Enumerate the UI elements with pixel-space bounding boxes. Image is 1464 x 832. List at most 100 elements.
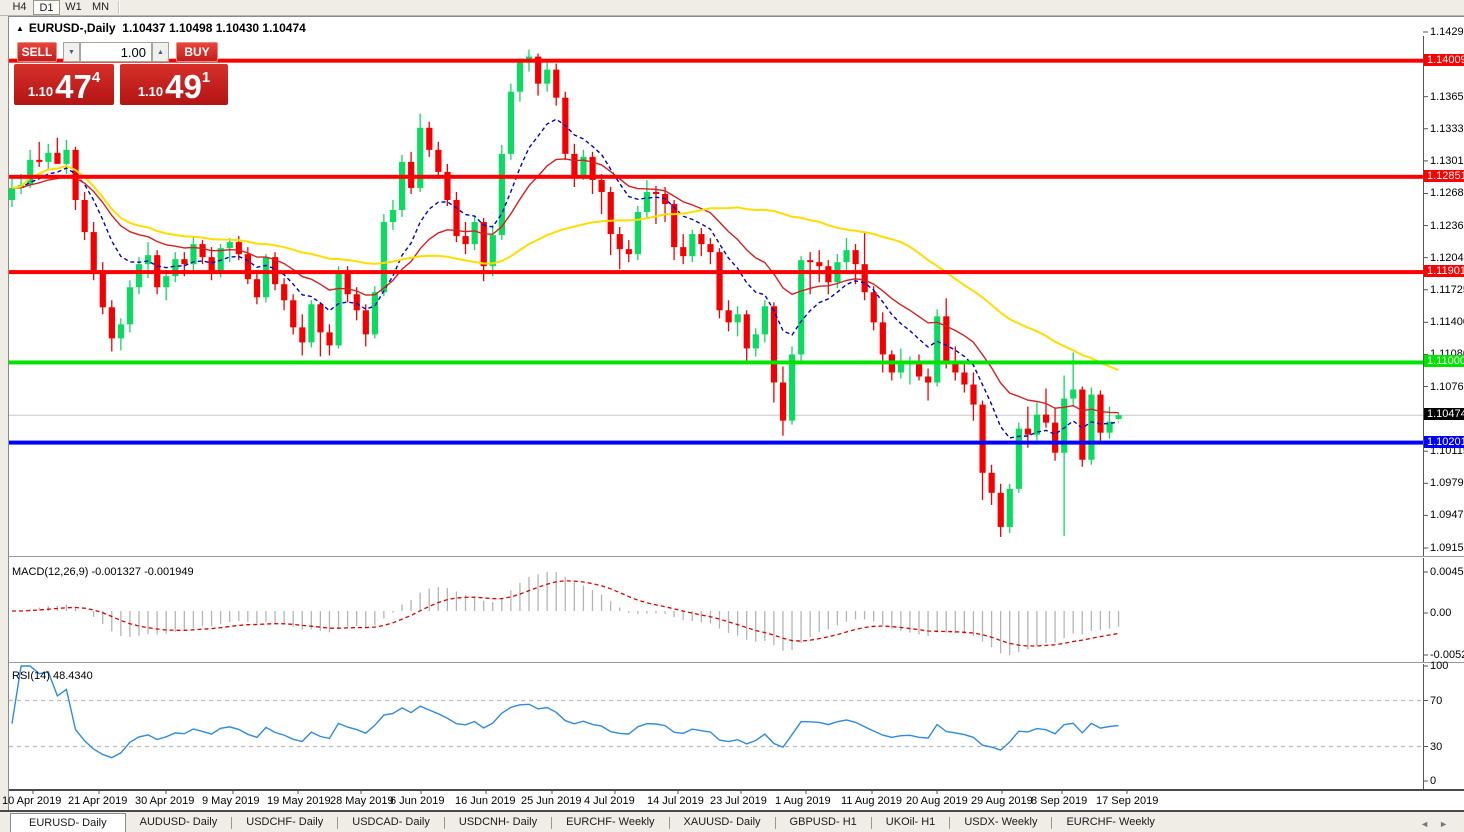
buy-price-big-digits: 49 — [165, 67, 202, 105]
rsi-pane-layer — [9, 665, 1423, 759]
chart-tab-gbpusd-h1[interactable]: GBPUSD- H1 — [789, 816, 857, 828]
volume-increase-button[interactable]: ▲ — [152, 42, 169, 62]
pane-separator[interactable] — [9, 556, 1464, 558]
volume-input[interactable] — [80, 42, 152, 62]
sell-price-button[interactable]: 1.10 47 4 — [14, 64, 114, 105]
y-axis-tick: 1.10115 — [1430, 445, 1464, 458]
tab-separator — [337, 817, 339, 829]
macd-axis-tick: 0.004536 — [1430, 566, 1464, 578]
buy-price-prefix: 1.10 — [137, 84, 164, 99]
x-axis-date-label: 11 Aug 2019 — [841, 795, 902, 807]
moving-averages-layer — [11, 118, 1119, 439]
chart-ohlc-values: 1.10437 1.10498 1.10430 1.10474 — [122, 21, 306, 35]
x-axis-date-label: 4 Jul 2019 — [584, 795, 635, 807]
tab-separator — [1051, 817, 1053, 829]
rsi-axis-tick: 30 — [1430, 740, 1443, 753]
y-axis-tick: 1.13650 — [1430, 90, 1464, 103]
macd-axis-tick: 0.00 — [1430, 607, 1452, 619]
pane-separator — [9, 789, 1464, 791]
chart-tab-eurusd-daily[interactable]: EURUSD- Daily — [10, 813, 126, 832]
chart-tab-bar: EURUSD- Daily AUDUSD- Daily USDCHF- Daily U… — [0, 813, 1464, 832]
x-axis-date-label: 23 Jul 2019 — [710, 795, 767, 807]
rsi-axis-tick: 70 — [1430, 694, 1443, 707]
sell-price-prefix: 1.10 — [27, 84, 54, 99]
x-axis-date-label: 14 Jul 2019 — [647, 795, 704, 807]
x-axis-date-label: 28 May 2019 — [330, 795, 394, 807]
chart-title: ▲ EURUSD-,Daily 1.10437 1.10498 1.10430 1… — [16, 21, 306, 35]
y-axis-tick: 1.09475 — [1430, 509, 1464, 522]
fast-moving-average-line — [11, 118, 1119, 439]
timeframe-button-h4[interactable]: H4 — [12, 1, 27, 13]
chart-tab-xauusd-daily[interactable]: XAUUSD- Daily — [683, 816, 761, 828]
chart-tab-usdchf-daily[interactable]: USDCHF- Daily — [246, 816, 324, 828]
rsi-axis-tick: 100 — [1430, 660, 1449, 672]
tab-separator — [443, 817, 445, 829]
tab-separator — [949, 817, 951, 829]
macd-indicator-label: MACD(12,26,9) -0.001327 -0.001949 — [12, 566, 194, 578]
x-axis-date-label: 9 May 2019 — [202, 795, 260, 807]
volume-decrease-button[interactable]: ▼ — [63, 42, 80, 62]
x-axis-date-label: 19 May 2019 — [267, 795, 331, 807]
sell-price-big-digits: 47 — [55, 67, 92, 105]
collapse-icon[interactable]: ▲ — [16, 24, 24, 33]
axis-ticks-layer — [32, 31, 1428, 794]
sell-price-pipette: 4 — [91, 69, 101, 86]
price-level-badge: 1.11000 — [1424, 355, 1464, 368]
x-axis-date-label: 29 Aug 2019 — [971, 795, 1033, 807]
y-axis-tick: 1.11400 — [1430, 316, 1464, 329]
buy-price-pipette: 1 — [201, 69, 211, 86]
y-axis-tick: 1.14295 — [1430, 26, 1464, 38]
price-level-badge: 1.14009 — [1424, 53, 1464, 66]
horizontal-levels-layer — [9, 58, 1423, 445]
y-axis-tick: 1.12685 — [1430, 187, 1464, 200]
chart-background — [9, 17, 1464, 811]
tab-separator — [774, 817, 776, 829]
chart-tab-audusd-daily[interactable]: AUDUSD- Daily — [139, 816, 218, 828]
x-axis-date-label: 21 Apr 2019 — [68, 795, 128, 807]
chart-tab-usdcnh-daily[interactable]: USDCNH- Daily — [458, 816, 538, 828]
chart-tab-eurchf-weekly[interactable]: EURCHF- Weekly — [1066, 816, 1155, 828]
macd-axis-tick: -0.005205 — [1430, 649, 1464, 661]
y-axis-tick: 1.12365 — [1430, 219, 1464, 232]
x-axis-date-label: 6 Jun 2019 — [390, 795, 445, 807]
tab-separator — [231, 817, 233, 829]
mid-moving-average-line — [11, 158, 1119, 414]
toolbar-separator — [118, 1, 120, 14]
tab-separator — [668, 817, 670, 829]
chart-tab-usdcad-daily[interactable]: USDCAD- Daily — [352, 816, 430, 828]
y-axis-tick: 1.10760 — [1430, 380, 1464, 393]
y-axis-tick: 1.09795 — [1430, 477, 1464, 490]
price-level-badge: 1.10474 — [1424, 408, 1464, 421]
window-border — [8, 16, 1464, 17]
tab-scroll-arrows: ◄► — [1420, 819, 1458, 829]
x-axis-date-label: 10 Apr 2019 — [2, 795, 62, 807]
tab-scroll-left-icon[interactable]: ◄ — [1420, 819, 1440, 829]
price-level-badge: 1.10201 — [1424, 435, 1464, 448]
timeframe-button-w1[interactable]: W1 — [65, 1, 82, 13]
macd-pane-layer — [12, 571, 1120, 656]
buy-button[interactable]: BUY — [176, 42, 218, 62]
window-bottom-border — [0, 810, 1464, 812]
chart-symbol-label: EURUSD-,Daily — [28, 21, 116, 35]
y-axis-tick: 1.13330 — [1430, 122, 1464, 135]
timeframe-button-mn[interactable]: MN — [91, 1, 110, 13]
window-border — [8, 16, 9, 811]
x-axis-date-label: 1 Aug 2019 — [775, 795, 831, 807]
timeframe-toolbar: H4 D1 W1 MN — [0, 0, 1464, 16]
sell-button[interactable]: SELL — [17, 42, 57, 62]
chart-tab-eurchf-weekly[interactable]: EURCHF- Weekly — [566, 816, 655, 828]
y-axis-tick: 1.12045 — [1430, 251, 1464, 264]
chart-tab-usdx-weekly[interactable]: USDX- Weekly — [964, 816, 1038, 828]
tab-scroll-right-icon[interactable]: ► — [1439, 819, 1458, 829]
candles-layer — [9, 49, 1122, 537]
chart-tab-ukoil-h1[interactable]: UKOil- H1 — [885, 816, 936, 828]
buy-price-button[interactable]: 1.10 49 1 — [120, 64, 228, 105]
rsi-indicator-label: RSI(14) 48.4340 — [12, 670, 93, 682]
y-axis-tick: 1.11725 — [1430, 283, 1464, 296]
timeframe-button-d1[interactable]: D1 — [33, 0, 60, 15]
y-axis-tick: 1.09150 — [1430, 541, 1464, 554]
x-axis-date-label: 25 Jun 2019 — [521, 795, 582, 807]
pane-separator[interactable] — [9, 662, 1464, 664]
price-level-badge: 1.12851 — [1424, 169, 1464, 182]
